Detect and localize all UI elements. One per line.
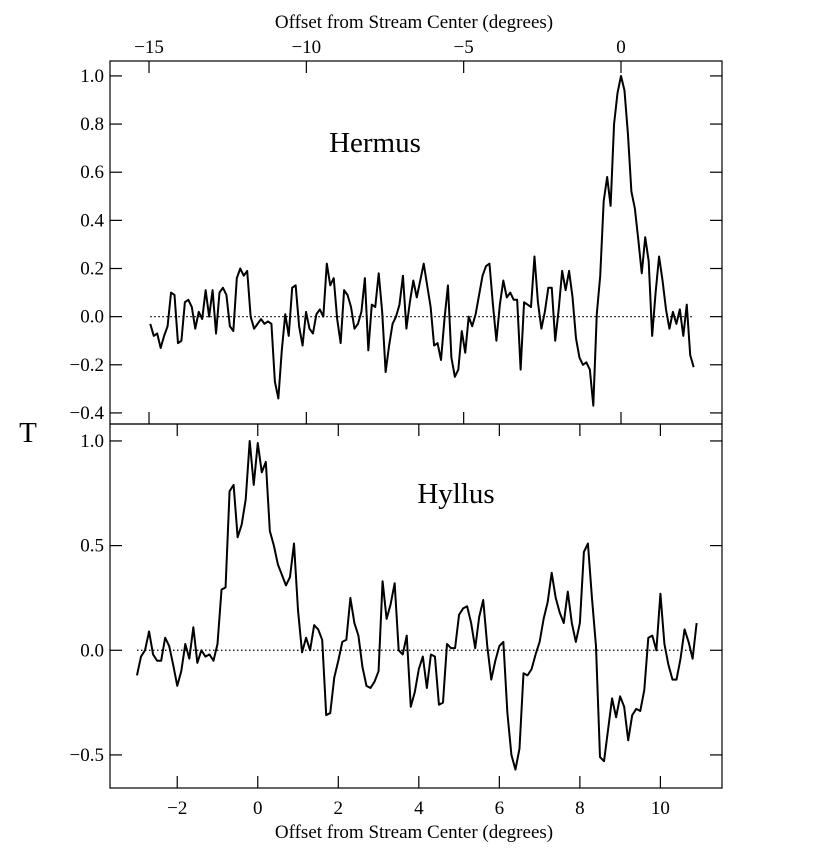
y-tick-label: −0.2 [70, 355, 104, 376]
y-tick-label: 0.4 [80, 210, 104, 231]
y-tick-label: 0.2 [80, 258, 104, 279]
y-axis-title: T [19, 417, 37, 449]
x-tick-label: 2 [334, 798, 344, 819]
x-tick-label: 4 [414, 798, 424, 819]
x-tick-label: −5 [454, 37, 474, 58]
y-tick-label: −0.4 [70, 403, 105, 424]
y-tick-label: 1.0 [80, 66, 104, 87]
data-line [136, 439, 698, 771]
plot-frame [109, 423, 723, 789]
x-tick-label: 0 [253, 798, 263, 819]
y-tick-label: 0.6 [80, 162, 104, 183]
annotation: Hermus [329, 127, 421, 159]
y-tick-label: 0.5 [80, 536, 104, 557]
data-line [149, 74, 695, 407]
x-axis-title: Offset from Stream Center (degrees) [275, 12, 553, 33]
y-tick-label: 1.0 [80, 431, 104, 452]
plot-frame [109, 60, 723, 425]
y-tick-label: 0.8 [80, 114, 104, 135]
y-tick-label: 0.0 [80, 640, 104, 661]
annotation: Hyllus [417, 478, 494, 510]
x-tick-label: 6 [495, 798, 505, 819]
x-tick-label: −15 [134, 37, 164, 58]
y-tick-label: −0.5 [70, 745, 104, 766]
y-tick-label: 0.0 [80, 307, 104, 328]
x-tick-label: −10 [291, 37, 321, 58]
x-tick-label: 10 [651, 798, 670, 819]
x-tick-label: 8 [575, 798, 585, 819]
x-axis-title: Offset from Stream Center (degrees) [275, 822, 553, 843]
x-tick-label: −2 [167, 798, 187, 819]
x-tick-label: 0 [616, 37, 626, 58]
